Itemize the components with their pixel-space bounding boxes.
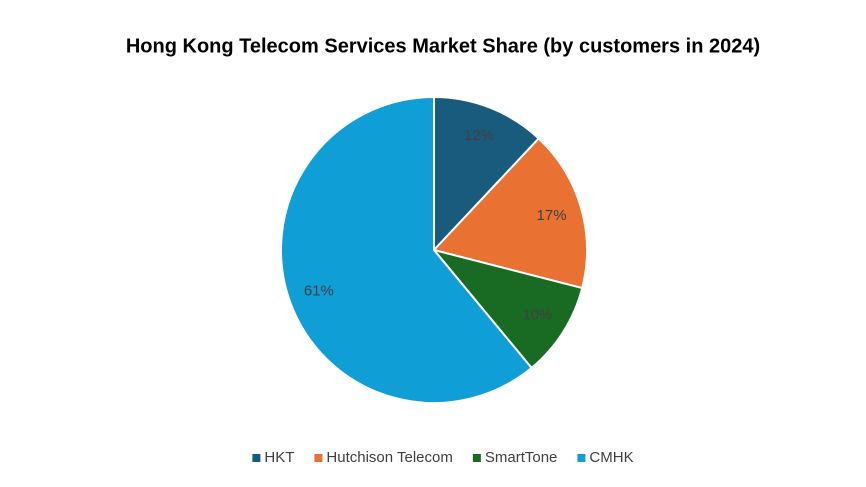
data-label: 12% — [464, 127, 494, 144]
legend-swatch — [314, 454, 323, 462]
legend-label: SmartTone — [485, 449, 558, 466]
legend-swatch — [472, 454, 481, 462]
data-label: 61% — [304, 282, 334, 299]
data-label: 10% — [522, 307, 552, 324]
pie-slice — [433, 95, 541, 253]
pie-slice — [432, 137, 588, 290]
data-label: 17% — [537, 207, 567, 224]
legend-swatch — [252, 454, 261, 462]
pie-slice — [280, 95, 533, 404]
legend-label: HKT — [264, 449, 294, 466]
legend-label: Hutchison Telecom — [326, 449, 452, 466]
legend-swatch — [577, 454, 586, 462]
legend-label: CMHK — [589, 449, 633, 466]
pie-slice — [431, 248, 584, 370]
chart-title: Hong Kong Telecom Services Market Share … — [126, 35, 760, 57]
